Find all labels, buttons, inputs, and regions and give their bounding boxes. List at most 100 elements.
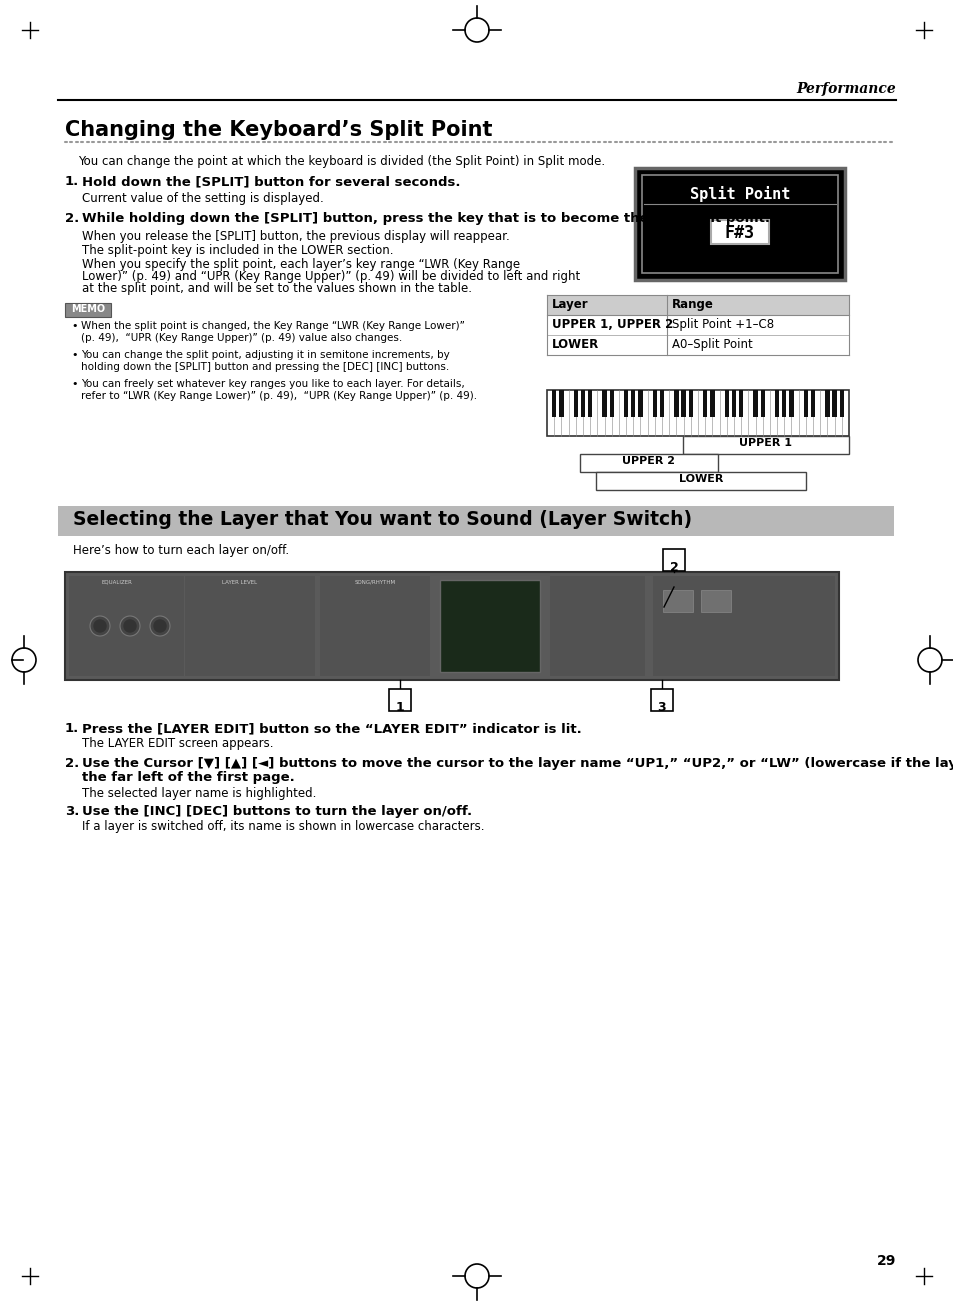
Bar [688,390,692,417]
Bar [638,390,642,417]
Bar [65,572,838,680]
Text: When the split point is changed, the Key Range “LWR (Key Range Lower)”: When the split point is changed, the Key… [81,321,464,330]
Text: When you specify the split point, each layer’s key range “LWR (Key Range: When you specify the split point, each l… [82,259,519,272]
Bar [810,390,815,417]
Text: Lower)” (p. 49) and “UPR (Key Range Upper)” (p. 49) will be divided to left and : Lower)” (p. 49) and “UPR (Key Range Uppe… [82,270,579,283]
Text: Performance: Performance [796,82,895,97]
Text: UPPER 1, UPPER 2: UPPER 1, UPPER 2 [552,317,673,330]
Text: Press the [LAYER EDIT] button so the “LAYER EDIT” indicator is lit.: Press the [LAYER EDIT] button so the “LA… [82,722,581,735]
Text: When you release the [SPLIT] button, the previous display will reappear.: When you release the [SPLIT] button, the… [82,230,509,243]
Text: 2: 2 [669,562,678,575]
Bar [635,168,844,279]
Text: While holding down the [SPLIT] button, press the key that is to become the new s: While holding down the [SPLIT] button, p… [82,212,769,225]
Bar [760,390,764,417]
Bar [641,175,837,273]
Bar [702,390,706,417]
Text: If a layer is switched off, its name is shown in lowercase characters.: If a layer is switched off, its name is … [82,820,484,833]
Text: 1.: 1. [65,175,79,188]
Bar [69,576,184,677]
Text: 2.: 2. [65,757,79,771]
Text: You can change the split point, adjusting it in semitone increments, by: You can change the split point, adjustin… [81,350,449,360]
Circle shape [153,620,166,632]
Bar [650,690,672,710]
Text: •: • [71,379,77,389]
Text: 2.: 2. [65,212,79,225]
Bar [623,390,628,417]
Bar [824,390,829,417]
Bar [662,549,684,571]
Bar [662,590,692,613]
Text: 1: 1 [395,701,404,714]
Bar [546,295,848,315]
Bar [58,505,893,535]
Bar [579,454,718,471]
Bar [710,219,768,244]
Bar [550,576,644,677]
Bar [609,390,613,417]
Bar [552,390,556,417]
Text: The split-point key is included in the LOWER section.: The split-point key is included in the L… [82,244,393,257]
Bar [700,590,730,613]
Text: 29: 29 [876,1254,895,1268]
Circle shape [120,616,140,636]
Text: You can freely set whatever key ranges you like to each layer. For details,: You can freely set whatever key ranges y… [81,379,464,389]
Text: Selecting the Layer that You want to Sound (Layer Switch): Selecting the Layer that You want to Sou… [73,511,691,529]
Bar [601,390,606,417]
Bar [680,390,685,417]
Text: (p. 49),  “UPR (Key Range Upper)” (p. 49) value also changes.: (p. 49), “UPR (Key Range Upper)” (p. 49)… [81,333,402,343]
Text: Current value of the setting is displayed.: Current value of the setting is displaye… [82,192,323,205]
Text: The LAYER EDIT screen appears.: The LAYER EDIT screen appears. [82,737,274,750]
Text: F#3: F#3 [724,225,754,242]
Bar [739,390,742,417]
Text: LOWER: LOWER [679,474,722,485]
Bar [573,390,578,417]
Text: LOWER: LOWER [552,338,598,351]
Text: 3: 3 [657,701,665,714]
Bar [185,576,314,677]
Text: Use the Cursor [▼] [▲] [◄] buttons to move the cursor to the layer name “UP1,” “: Use the Cursor [▼] [▲] [◄] buttons to mo… [82,757,953,771]
Text: 3.: 3. [65,804,79,818]
Bar [802,390,807,417]
Bar [774,390,779,417]
Bar [546,390,848,436]
Bar [682,436,848,454]
Bar [731,390,736,417]
Circle shape [150,616,170,636]
Text: Use the [INC] [DEC] buttons to turn the layer on/off.: Use the [INC] [DEC] buttons to turn the … [82,804,472,818]
Bar [558,390,563,417]
Bar [788,390,793,417]
Text: the far left of the first page.: the far left of the first page. [82,771,294,784]
Text: •: • [71,321,77,330]
Text: •: • [71,350,77,360]
Text: You can change the point at which the keyboard is divided (the Split Point) in S: You can change the point at which the ke… [78,155,604,168]
Text: Range: Range [671,298,713,311]
Text: Changing the Keyboard’s Split Point: Changing the Keyboard’s Split Point [65,120,492,140]
Bar [319,576,430,677]
Text: SONG/RHYTHM: SONG/RHYTHM [355,580,395,585]
Text: Hold down the [SPLIT] button for several seconds.: Hold down the [SPLIT] button for several… [82,175,460,188]
Text: MEMO: MEMO [71,304,105,313]
Bar [709,390,714,417]
Text: Here’s how to turn each layer on/off.: Here’s how to turn each layer on/off. [73,545,289,556]
Bar [389,690,411,710]
Bar [839,390,843,417]
Text: 1.: 1. [65,722,79,735]
Bar [753,390,757,417]
Text: Split Point +1–C8: Split Point +1–C8 [671,317,773,330]
Text: A0–Split Point: A0–Split Point [671,338,752,351]
Text: The selected layer name is highlighted.: The selected layer name is highlighted. [82,788,316,801]
Bar [596,471,805,490]
Text: Split Point: Split Point [689,185,789,202]
Text: at the split point, and will be set to the values shown in the table.: at the split point, and will be set to t… [82,282,472,295]
Bar [631,390,635,417]
Bar [781,390,785,417]
Text: UPPER 2: UPPER 2 [622,456,675,466]
Circle shape [94,620,106,632]
Text: holding down the [SPLIT] button and pressing the [DEC] [INC] buttons.: holding down the [SPLIT] button and pres… [81,362,449,372]
Bar [587,390,592,417]
Bar [832,390,836,417]
Bar [65,303,111,317]
Bar [652,576,834,677]
Bar [659,390,663,417]
Text: LAYER LEVEL: LAYER LEVEL [222,580,257,585]
